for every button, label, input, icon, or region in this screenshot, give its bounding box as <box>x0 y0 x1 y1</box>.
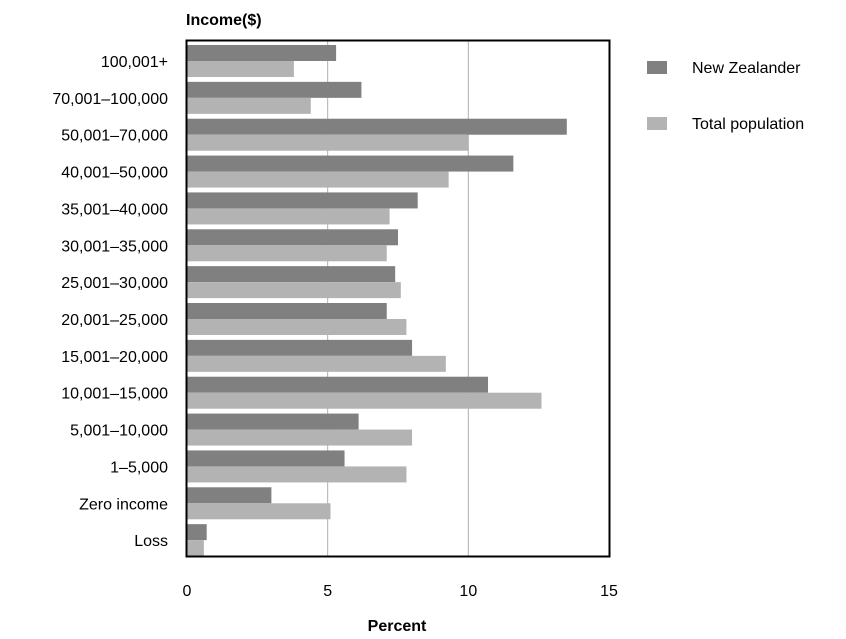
category-label: Loss <box>134 533 168 550</box>
bar-total-population-13 <box>187 540 204 557</box>
plot-frame <box>185 39 611 558</box>
bar-new-zealander-3 <box>187 155 514 172</box>
bar-total-population-11 <box>187 466 407 483</box>
legend: New Zealander Total population <box>647 60 804 133</box>
bar-total-population-4 <box>187 208 390 225</box>
bar-new-zealander-9 <box>187 376 489 393</box>
bar-new-zealander-0 <box>187 45 337 61</box>
bar-new-zealander-8 <box>187 339 413 356</box>
category-label: 100,001+ <box>101 54 168 71</box>
x-tick-label: 0 <box>183 583 192 600</box>
bar-new-zealander-11 <box>187 450 345 467</box>
bar-new-zealander-12 <box>187 487 272 504</box>
category-label: 50,001–70,000 <box>61 128 168 145</box>
bar-new-zealander-7 <box>187 303 387 319</box>
bars <box>187 45 567 557</box>
bar-new-zealander-5 <box>187 229 398 246</box>
bar-new-zealander-1 <box>187 81 362 98</box>
legend-swatch-0 <box>647 61 667 74</box>
legend-swatch-1 <box>647 117 667 130</box>
legend-label-0: New Zealander <box>692 60 801 77</box>
legend-label-1: Total population <box>692 116 804 133</box>
category-label: 10,001–15,000 <box>61 386 168 403</box>
x-tick-label: 15 <box>600 583 618 600</box>
bar-total-population-5 <box>187 245 387 262</box>
category-label: 35,001–40,000 <box>61 201 168 218</box>
bar-total-population-8 <box>187 355 446 372</box>
bar-total-population-7 <box>187 319 407 335</box>
y-axis-title: Income($) <box>186 12 262 29</box>
bar-new-zealander-2 <box>187 118 567 135</box>
bar-new-zealander-10 <box>187 413 359 430</box>
x-tick-label: 5 <box>323 583 332 600</box>
bar-new-zealander-6 <box>187 266 396 283</box>
x-tick-labels: 0 5 10 15 <box>183 583 618 600</box>
bar-total-population-6 <box>187 282 401 299</box>
category-label: 1–5,000 <box>110 459 168 476</box>
x-axis-title: Percent <box>368 618 427 634</box>
bar-new-zealander-4 <box>187 192 418 209</box>
category-label: Zero income <box>79 496 168 513</box>
category-label: 20,001–25,000 <box>61 312 168 329</box>
x-tick-label: 10 <box>459 583 477 600</box>
bar-total-population-10 <box>187 429 413 446</box>
category-label: 70,001–100,000 <box>52 91 168 108</box>
category-label: 40,001–50,000 <box>61 165 168 182</box>
bar-new-zealander-13 <box>187 524 207 541</box>
bar-total-population-2 <box>187 134 469 151</box>
category-label: 30,001–35,000 <box>61 238 168 255</box>
bar-total-population-12 <box>187 503 331 520</box>
category-labels: 100,001+ 70,001–100,000 50,001–70,000 40,00… <box>52 54 168 550</box>
bar-total-population-3 <box>187 171 449 188</box>
bar-total-population-0 <box>187 61 294 77</box>
category-label: 25,001–30,000 <box>61 275 168 292</box>
bar-total-population-1 <box>187 97 311 114</box>
bar-total-population-9 <box>187 392 542 409</box>
category-label: 5,001–10,000 <box>70 423 168 440</box>
category-label: 15,001–20,000 <box>61 349 168 366</box>
